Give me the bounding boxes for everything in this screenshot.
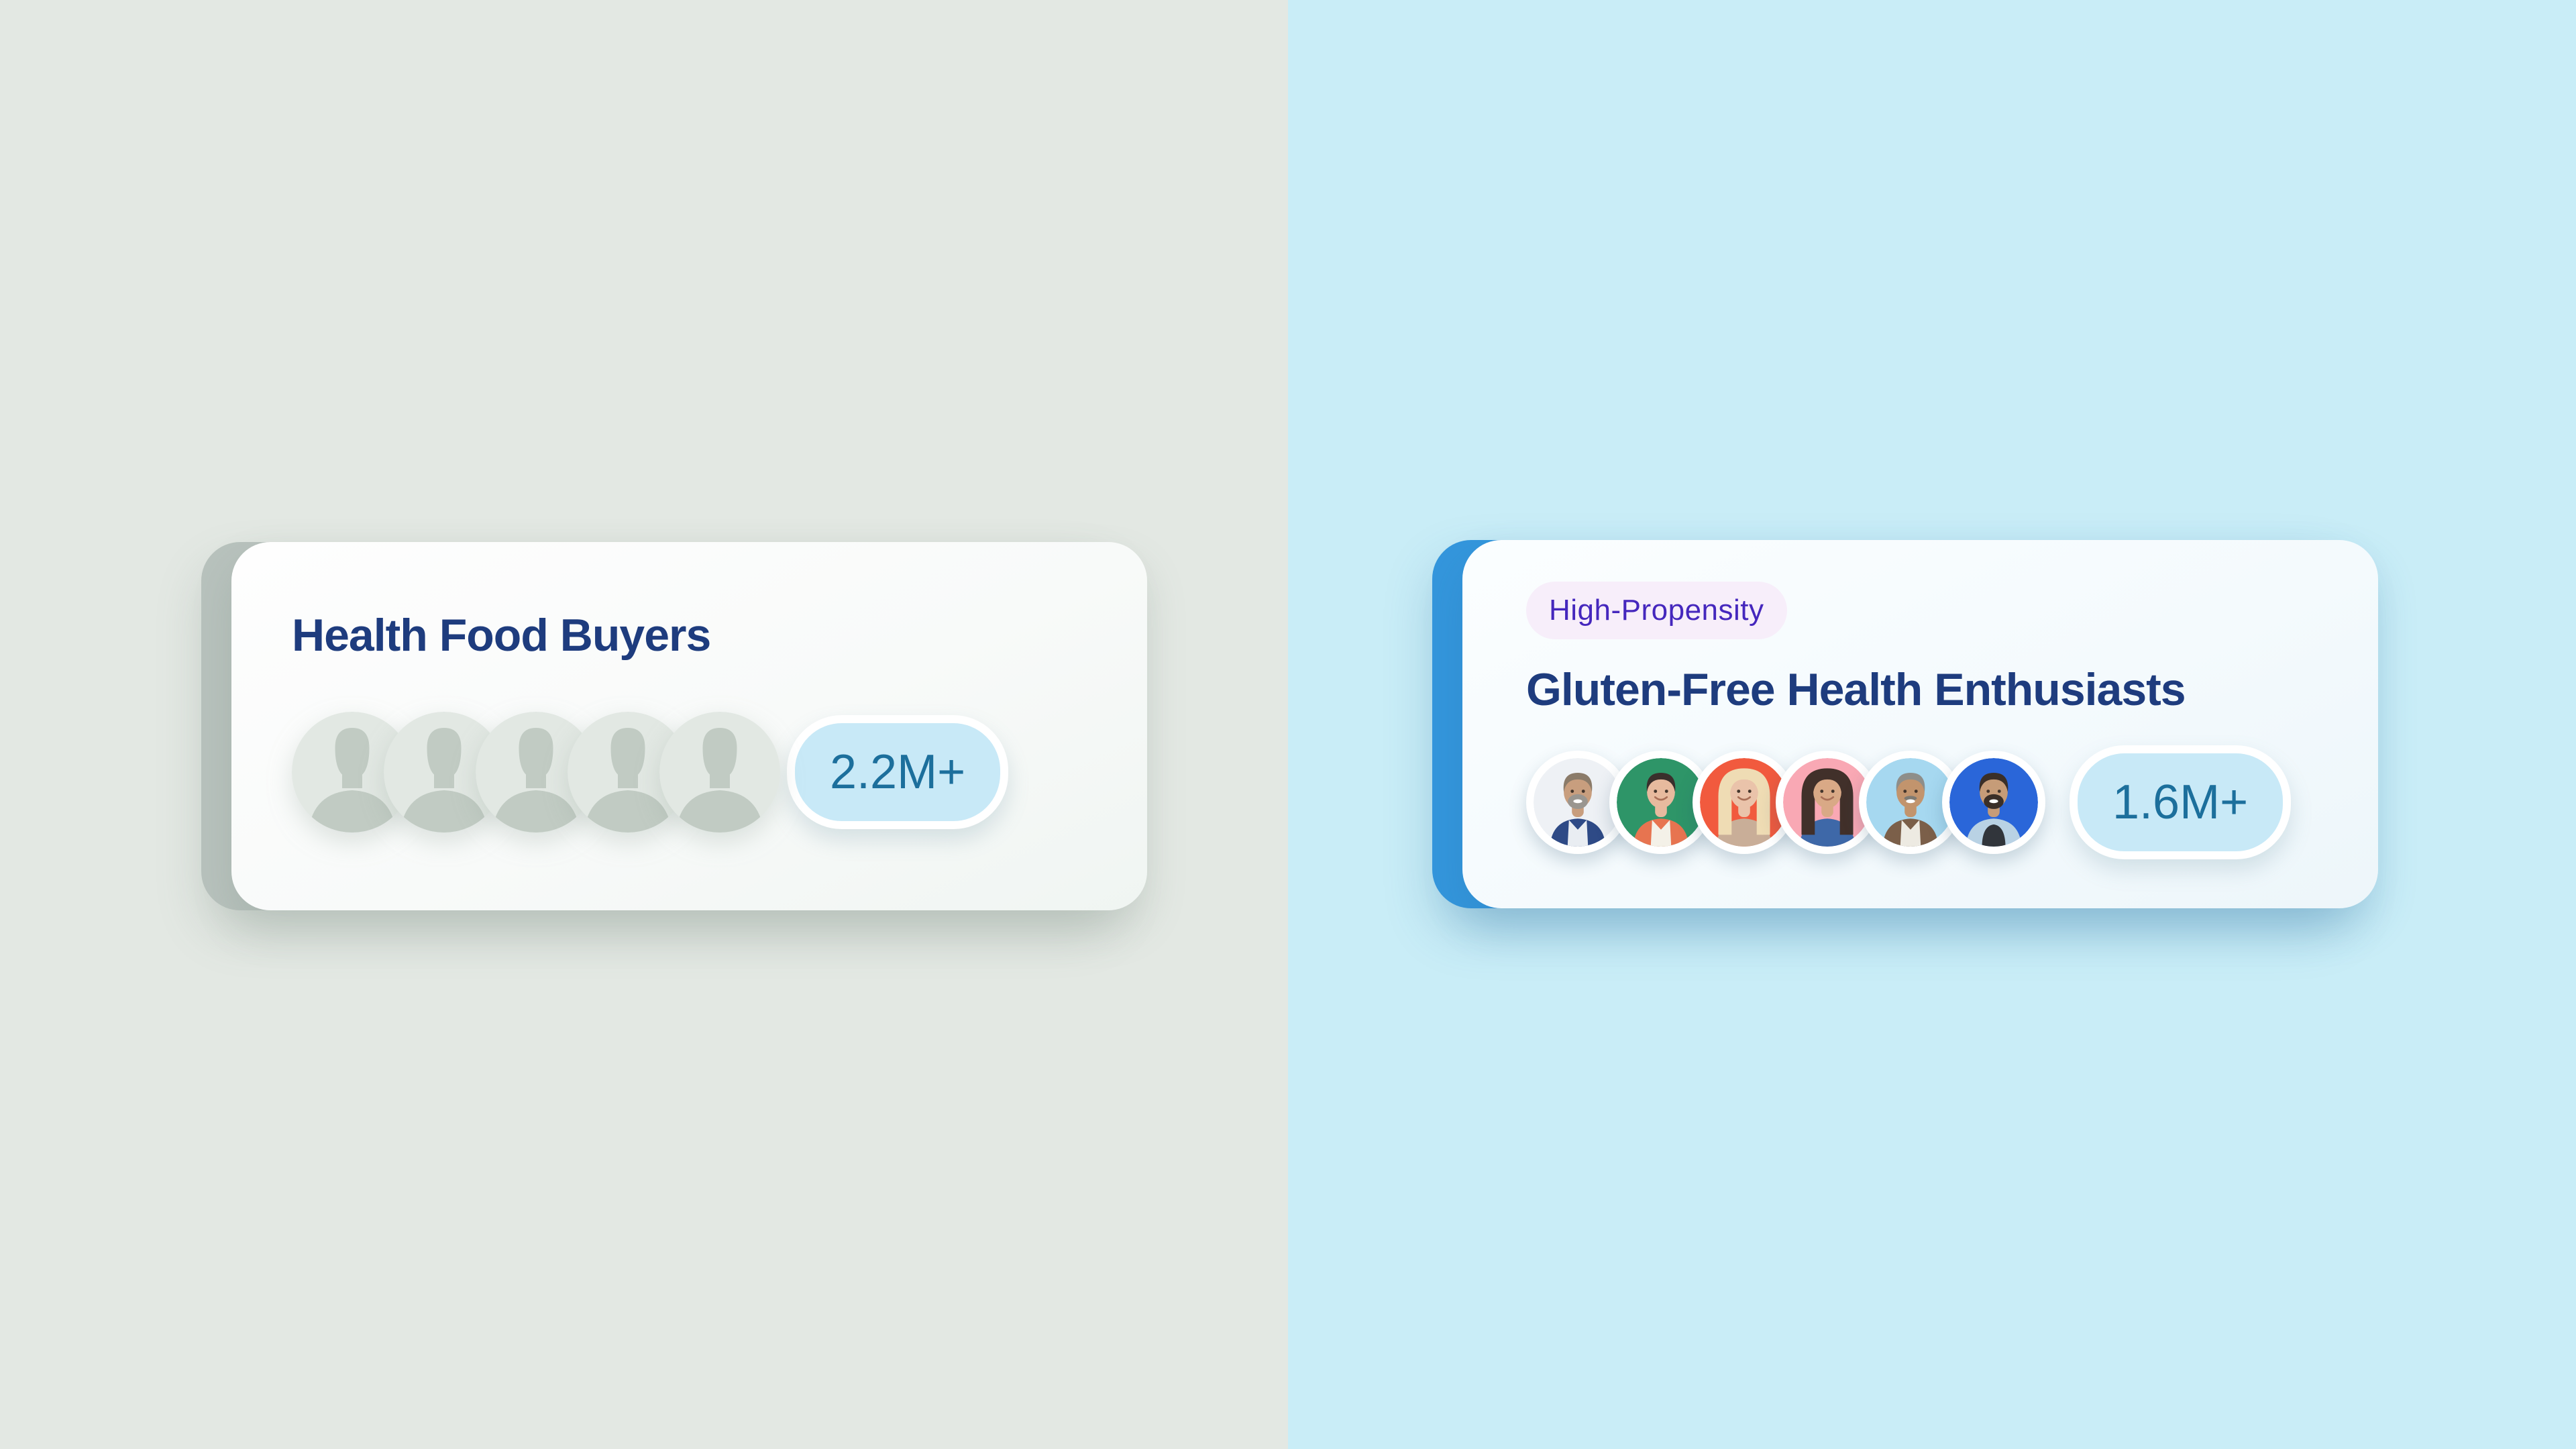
gluten-free-enthusiasts-card[interactable]: High-Propensity Gluten-Free Health Enthu… <box>1432 540 2378 908</box>
person-silhouette-icon <box>568 712 688 833</box>
audience-row: 2.2M+ <box>292 712 1147 833</box>
audience-count-badge: 1.6M+ <box>2070 745 2292 859</box>
person-silhouette-icon <box>384 712 504 833</box>
person-silhouette-icon <box>292 712 413 833</box>
audience-row: 1.6M+ <box>1526 745 2378 859</box>
avatar-photo-smiling-woman-short-dark-hair <box>1609 751 1713 854</box>
card-title: Gluten-Free Health Enthusiasts <box>1526 664 2186 715</box>
card-title: Health Food Buyers <box>292 610 711 661</box>
avatar-group-photos <box>1526 751 2045 854</box>
propensity-tag-badge: High-Propensity <box>1526 582 1787 639</box>
audience-count-badge: 2.2M+ <box>787 715 1009 829</box>
audience-count: 2.2M+ <box>830 745 966 799</box>
avatar-photo-smiling-man-beard-blue-jacket <box>1942 751 2045 854</box>
avatar-group-silhouettes <box>292 712 780 833</box>
person-silhouette-icon <box>476 712 596 833</box>
card-surface: Health Food Buyers 2.2M+ <box>231 542 1147 910</box>
card-surface: High-Propensity Gluten-Free Health Enthu… <box>1462 540 2378 908</box>
left-panel: Health Food Buyers 2.2M+ <box>0 0 1288 1449</box>
audience-count: 1.6M+ <box>2112 775 2249 829</box>
right-panel: High-Propensity Gluten-Free Health Enthu… <box>1288 0 2576 1449</box>
person-silhouette-icon <box>659 712 780 833</box>
propensity-tag-label: High-Propensity <box>1549 594 1764 627</box>
health-food-buyers-card[interactable]: Health Food Buyers 2.2M+ <box>201 542 1147 910</box>
